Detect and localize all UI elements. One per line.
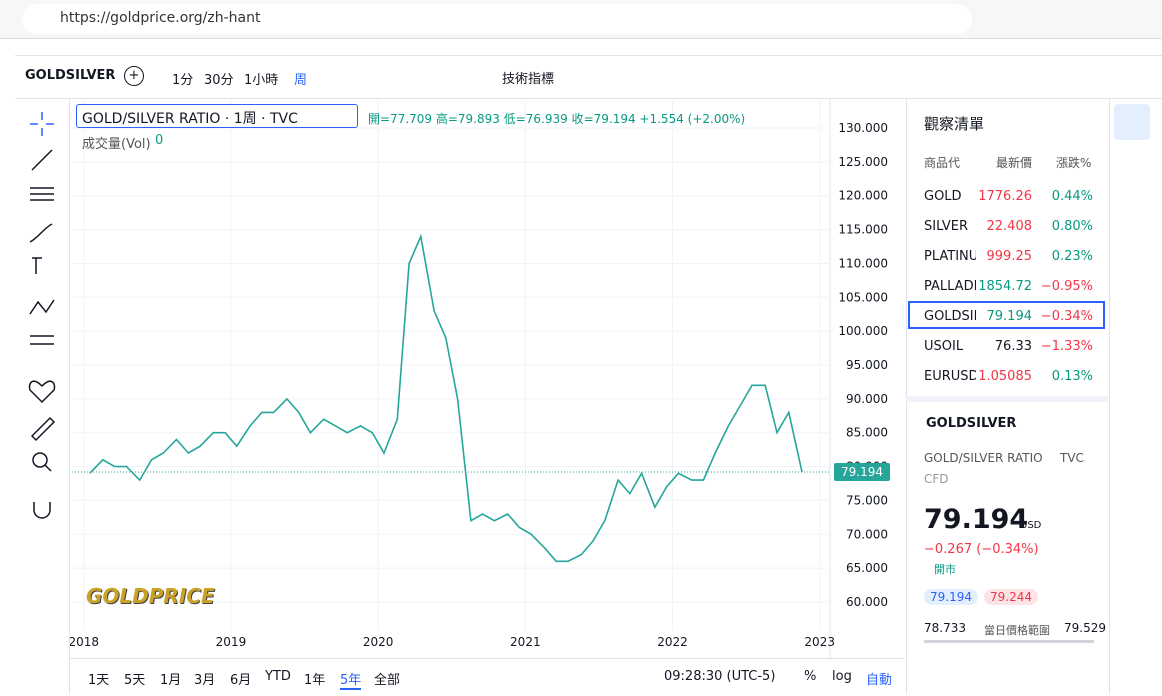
watchlist-symbol[interactable]: SILVER <box>924 219 969 234</box>
range-label: 當日價格範圍 <box>984 624 1050 637</box>
indicators[interactable]: 技術指標 <box>502 72 555 87</box>
y-tick-label: 75.000 <box>846 493 888 507</box>
watchlist-symbol[interactable]: GOLD <box>924 189 962 204</box>
y-tick-label: 125.000 <box>838 155 888 169</box>
volume-label: 成交量(Vol) <box>82 137 151 152</box>
tool-icons <box>28 112 56 519</box>
ask: 79.244 <box>984 589 1038 605</box>
range-button[interactable]: 1月 <box>160 673 182 688</box>
watchlist-change: −0.34% <box>1040 309 1093 324</box>
range-low: 78.733 <box>924 621 966 635</box>
watchlist-symbol[interactable]: GOLDSIL <box>924 309 976 324</box>
detail-status: 開市 <box>934 563 956 576</box>
range-button[interactable]: 全部 <box>374 673 401 688</box>
selected-row <box>908 301 1105 329</box>
detail-exchange: TVC <box>1060 451 1084 465</box>
x-tick-label: 2023 <box>804 635 835 649</box>
volume-value: 0 <box>155 133 164 148</box>
last-price-tag <box>834 463 890 482</box>
watchlist-last: 1854.72 <box>978 279 1032 294</box>
symbol[interactable]: GOLDSILVER <box>25 68 116 83</box>
detail-symbol: GOLDSILVER <box>926 416 1017 431</box>
range-button[interactable]: 1年 <box>304 673 326 688</box>
watchlist-change: 0.80% <box>1051 219 1093 234</box>
watchlist-change: 0.23% <box>1051 249 1093 264</box>
y-tick-label: 120.000 <box>838 189 888 203</box>
range-button[interactable]: 5年 <box>340 669 362 690</box>
watchlist-header: 漲跌% <box>1056 156 1092 170</box>
chart: 60.00065.00070.00075.00080.00085.00090.0… <box>70 98 890 658</box>
detail-change: −0.267 (−0.34%) <box>924 542 1039 557</box>
watchlist-symbol[interactable]: EURUSD <box>924 369 976 384</box>
bid: 79.194 <box>924 589 978 605</box>
interval[interactable]: 1分 <box>172 73 194 88</box>
detail-price: 79.194 <box>924 504 1029 535</box>
watchlist-title: 觀察清單 <box>924 115 985 133</box>
detail-name: GOLD/SILVER RATIO <box>924 451 1043 465</box>
price-line <box>89 233 803 563</box>
x-tick-label: 2019 <box>216 635 247 649</box>
divider <box>906 396 1108 402</box>
toolbar <box>15 55 1162 99</box>
legend-box[interactable] <box>76 104 358 128</box>
watchlist-last: 76.33 <box>994 339 1032 354</box>
y-tick-label: 105.000 <box>838 290 888 304</box>
interval[interactable]: 1小時 <box>244 73 279 88</box>
legend-title: GOLD/SILVER RATIO · 1周 · TVC <box>82 111 298 127</box>
y-tick-label: 70.000 <box>846 527 888 541</box>
range-button[interactable]: 6月 <box>230 673 252 688</box>
x-tick-label: 2020 <box>363 635 394 649</box>
range-button[interactable]: 1天 <box>88 673 110 688</box>
x-tick-label: 2022 <box>657 635 688 649</box>
y-tick-label: 95.000 <box>846 358 888 372</box>
watchlist-header: 商品代 <box>924 156 961 170</box>
range-button[interactable]: YTD <box>265 669 291 684</box>
watermark-logo: GOLDPRICE <box>86 584 215 608</box>
y-tick-label: 100.000 <box>838 324 888 338</box>
clock: 09:28:30 (UTC-5) <box>664 669 776 684</box>
address-bar[interactable] <box>22 4 972 34</box>
add-symbol[interactable]: + <box>124 66 144 86</box>
interval[interactable]: 30分 <box>204 73 234 88</box>
y-tick-label: 90.000 <box>846 392 888 406</box>
watchlist-button[interactable] <box>1114 104 1150 140</box>
watchlist-last: 999.25 <box>986 249 1033 264</box>
watchlist-change: −0.95% <box>1040 279 1093 294</box>
watchlist-header: 最新價 <box>996 156 1033 170</box>
watchlist-change: 0.44% <box>1051 189 1093 204</box>
x-tick-label: 2018 <box>70 635 99 649</box>
bottom-bar <box>70 658 905 695</box>
watchlist-last: 1.05085 <box>978 369 1032 384</box>
watchlist-symbol[interactable]: USOIL <box>924 339 964 354</box>
watchlist-change: 0.13% <box>1051 369 1093 384</box>
log-toggle[interactable]: log <box>832 669 852 684</box>
range-high: 79.529 <box>1064 621 1106 635</box>
legend-ohlc: 開=77.709 高=79.893 低=76.939 收=79.194 +1.5… <box>368 112 746 126</box>
percent-toggle[interactable]: % <box>804 669 817 684</box>
y-tick-label: 110.000 <box>838 256 888 270</box>
interval[interactable]: 周 <box>294 73 308 88</box>
auto-toggle[interactable]: 自動 <box>866 673 893 688</box>
last-price-label: 79.194 <box>841 465 883 479</box>
detail-kind: CFD <box>924 472 949 486</box>
range-button[interactable]: 5天 <box>124 673 146 688</box>
y-tick-label: 65.000 <box>846 561 888 575</box>
watchlist-last: 22.408 <box>986 219 1033 234</box>
watchlist-last: 1776.26 <box>978 189 1032 204</box>
watchlist-change: −1.33% <box>1040 339 1093 354</box>
watchlist-symbol[interactable]: PLATINU <box>924 249 976 264</box>
x-tick-label: 2021 <box>510 635 541 649</box>
url: https://goldprice.org/zh-hant <box>60 10 261 26</box>
detail-currency: USD <box>1020 520 1042 531</box>
y-tick-label: 130.000 <box>838 121 888 135</box>
range-button[interactable]: 3月 <box>194 673 216 688</box>
y-tick-label: 115.000 <box>838 223 888 237</box>
watchlist-last: 79.194 <box>986 309 1033 324</box>
tool-column <box>15 98 70 694</box>
y-tick-label: 85.000 <box>846 426 888 440</box>
watchlist-symbol[interactable]: PALLADI <box>924 279 976 294</box>
range-bar <box>924 640 1094 643</box>
y-tick-label: 60.000 <box>846 595 888 609</box>
